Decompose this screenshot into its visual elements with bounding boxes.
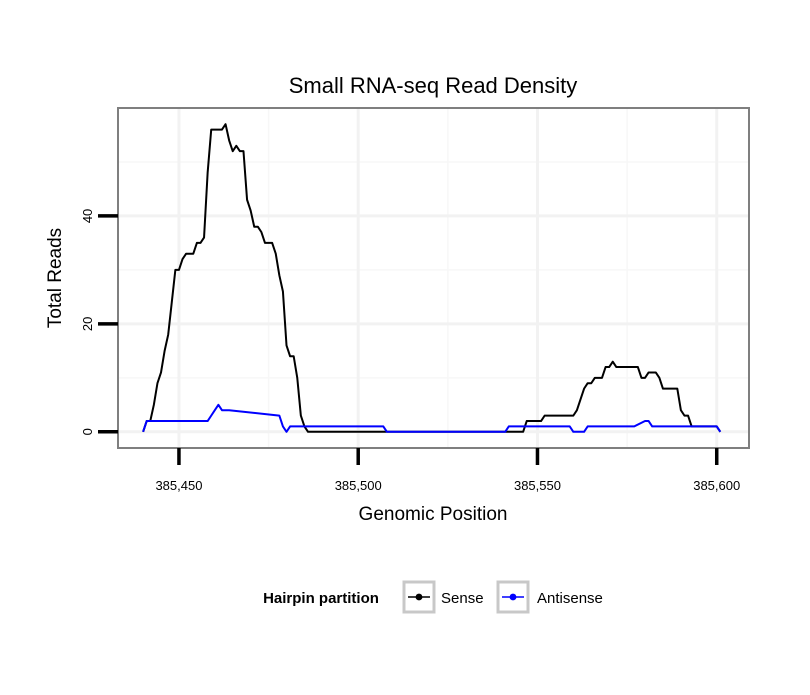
legend-label-antisense: Antisense	[537, 590, 603, 607]
legend-item-antisense: Antisense	[496, 580, 603, 614]
x-axis-title: Genomic Position	[359, 504, 508, 525]
grid-layer	[118, 108, 749, 448]
x-tick-label: 385,550	[514, 478, 561, 493]
x-tick-label: 385,500	[335, 478, 382, 493]
axis-layer: 385,450 385,500 385,550 385,600 0 20 40	[80, 209, 740, 493]
chart-title: Small RNA-seq Read Density	[289, 73, 578, 98]
series-line-sense	[142, 123, 722, 433]
legend-title: Hairpin partition	[263, 590, 379, 607]
y-tick-label: 0	[80, 428, 95, 435]
legend: Hairpin partition Sense Antisense	[263, 580, 603, 614]
x-tick-label: 385,450	[155, 478, 202, 493]
series-line-antisense	[142, 403, 722, 433]
x-tick-label: 385,600	[693, 478, 740, 493]
legend-label-sense: Sense	[441, 590, 484, 607]
legend-item-sense: Sense	[402, 580, 484, 614]
y-axis-title: Total Reads	[45, 228, 66, 328]
legend-point-sense	[415, 593, 423, 601]
y-tick-label: 20	[80, 317, 95, 331]
legend-point-antisense	[509, 593, 517, 601]
series-layer	[142, 123, 722, 433]
panel-border	[117, 107, 750, 449]
y-tick-label: 40	[80, 209, 95, 223]
